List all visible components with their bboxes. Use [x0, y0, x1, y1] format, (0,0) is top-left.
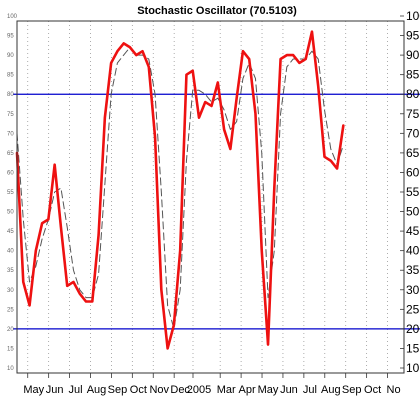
y-tick-label-left: 50 [7, 210, 14, 216]
x-tick-label: Jul [303, 384, 317, 396]
x-tick-label: Jun [280, 384, 298, 396]
oscillator-line [15, 30, 345, 350]
y-tick-label-left: 30 [7, 288, 14, 294]
x-tick-label: Sep [342, 384, 362, 396]
y-tick-label: 75 [406, 107, 420, 121]
x-tick-label: May [258, 384, 279, 396]
plot-border [16, 20, 405, 374]
y-tick-label: 50 [406, 205, 420, 219]
x-tick-label: Jun [46, 384, 64, 396]
x-tick-label: Apr [239, 384, 256, 396]
x-tick-label: No [387, 384, 401, 396]
x-tick-label: Oct [130, 384, 147, 396]
y-tick-label: 30 [406, 283, 420, 297]
y-axis-ticks: 10 10 15 15 20 20 25 25 30 30 35 35 40 40 45 45 50 50 55 55… [7, 9, 420, 375]
y-tick-label-left: 15 [7, 346, 14, 352]
y-tick-label-left: 10 [7, 366, 14, 372]
x-tick-label: May [23, 384, 44, 396]
y-tick-label-left: 35 [7, 268, 14, 274]
y-tick-label: 65 [406, 146, 420, 160]
y-tick-label: 55 [406, 185, 420, 199]
y-tick-label-left: 85 [7, 73, 14, 79]
y-tick-label-left: 40 [7, 249, 14, 255]
y-tick-label: 70 [406, 126, 420, 140]
x-tick-label: Nov [149, 384, 169, 396]
y-tick-label-left: 75 [7, 112, 14, 118]
x-tick-label: Jul [69, 384, 83, 396]
y-tick-label-left: 60 [7, 170, 14, 176]
y-tick-label: 25 [406, 302, 420, 316]
y-tick-label: 100 [406, 9, 420, 23]
grid-lines [27, 21, 388, 373]
x-tick-label: Sep [108, 384, 128, 396]
y-tick-label: 45 [406, 224, 420, 238]
y-tick-label: 80 [406, 87, 420, 101]
y-tick-label-left: 70 [7, 131, 14, 137]
y-tick-label: 20 [406, 322, 420, 336]
chart-title: Stochastic Oscillator (70.5103) [137, 5, 297, 17]
y-tick-label: 15 [406, 341, 420, 355]
signal-line [16, 46, 344, 330]
y-tick-label-left: 90 [7, 53, 14, 59]
x-tick-label: Aug [321, 384, 341, 396]
y-tick-label-left: 20 [7, 327, 14, 333]
reference-lines [13, 93, 420, 330]
x-tick-label: Aug [87, 384, 107, 396]
plot-frame [16, 20, 405, 374]
y-tick-label-left: 55 [7, 190, 14, 196]
x-tick-label: 2005 [187, 384, 211, 396]
y-tick-label-left: 25 [7, 307, 14, 313]
y-tick-label-left: 65 [7, 151, 14, 157]
x-tick-label: Mar [217, 384, 236, 396]
y-tick-label: 35 [406, 263, 420, 277]
x-tick-label: Dec [170, 384, 190, 396]
y-tick-label: 40 [406, 244, 420, 258]
y-tick-label-left: 100 [7, 14, 18, 20]
x-tick-label: Oct [364, 384, 381, 396]
series-lines [15, 30, 345, 350]
y-tick-label: 90 [406, 48, 420, 62]
y-tick-label: 85 [406, 68, 420, 82]
y-tick-label: 10 [406, 361, 420, 375]
y-tick-label-left: 80 [7, 92, 14, 98]
y-tick-label-left: 45 [7, 229, 14, 235]
y-tick-label-left: 95 [7, 34, 14, 40]
y-tick-label: 95 [406, 29, 420, 43]
y-tick-label: 60 [406, 165, 420, 179]
